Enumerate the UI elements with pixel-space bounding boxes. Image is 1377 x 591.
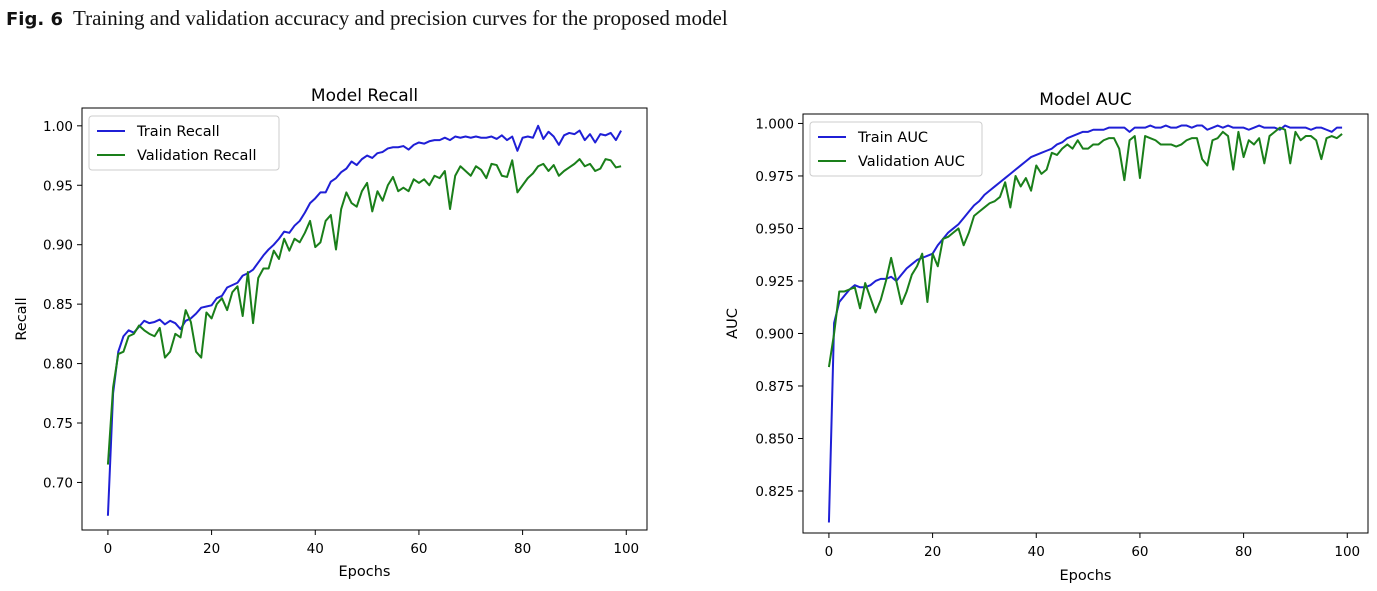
legend-box [88, 115, 280, 171]
y-tick-label: 0.950 [755, 221, 794, 237]
y-tick-label: 1.00 [43, 119, 73, 135]
series-line-validation [106, 158, 622, 465]
x-tick-label: 20 [203, 541, 220, 557]
x-tick-label: 60 [1131, 544, 1148, 560]
x-axis-label: Epochs [1060, 568, 1112, 584]
legend-label-train: Train AUC [857, 130, 928, 146]
y-tick-label: 1.000 [755, 116, 794, 132]
chart-title: Model Recall [311, 86, 418, 106]
plot-frame [802, 113, 1369, 534]
legend-label-validation: Validation AUC [858, 154, 965, 170]
y-axis-label: Recall [14, 297, 30, 340]
figure-label: Fig. 6 [6, 9, 63, 30]
x-axis-label: Epochs [339, 564, 391, 580]
x-tick-label: 20 [924, 544, 941, 560]
legend-box [809, 121, 983, 177]
x-tick-label: 80 [1235, 544, 1252, 560]
x-tick-label: 40 [1028, 544, 1045, 560]
y-tick-label: 0.95 [43, 178, 73, 194]
y-tick-label: 0.900 [755, 326, 794, 342]
y-tick-label: 0.975 [755, 169, 794, 185]
y-tick-label: 0.75 [43, 416, 73, 432]
y-tick-label: 0.70 [43, 475, 73, 491]
x-tick-label: 60 [410, 541, 427, 557]
x-tick-label: 0 [104, 541, 113, 557]
series-line-train [106, 124, 622, 516]
series-line-train [827, 124, 1343, 523]
auc-panel: Model AUC 0 20 40 60 80 100 0.825 0.850 0.875 0.90… [725, 90, 1369, 584]
series-line-validation [827, 126, 1343, 368]
recall-panel: Model Recall 0 20 40 60 80 100 0.70 0.75 0.80 0.85… [14, 86, 648, 580]
y-tick-label: 0.80 [43, 357, 73, 373]
y-tick-label: 0.85 [43, 297, 73, 313]
x-tick-label: 40 [307, 541, 324, 557]
y-tick-label: 0.850 [755, 431, 794, 447]
legend: Train AUC Validation AUC [809, 121, 983, 177]
y-tick-label: 0.875 [755, 379, 794, 395]
legend-label-train: Train Recall [136, 124, 220, 140]
y-tick-label: 0.825 [755, 484, 794, 500]
figure-caption-text: Training and validation accuracy and pre… [72, 6, 728, 30]
y-tick-label: 0.925 [755, 274, 794, 290]
y-tick-label: 0.90 [43, 238, 73, 254]
x-tick-label: 100 [613, 541, 639, 557]
chart-title: Model AUC [1039, 90, 1131, 110]
x-tick-label: 80 [514, 541, 531, 557]
legend: Train Recall Validation Recall [88, 115, 280, 171]
x-tick-label: 100 [1334, 544, 1360, 560]
y-axis-label: AUC [725, 308, 741, 339]
x-tick-label: 0 [825, 544, 834, 560]
plot-frame [81, 107, 648, 531]
figure-caption: Fig. 6 Training and validation accuracy a… [6, 6, 728, 31]
legend-label-validation: Validation Recall [137, 148, 256, 164]
